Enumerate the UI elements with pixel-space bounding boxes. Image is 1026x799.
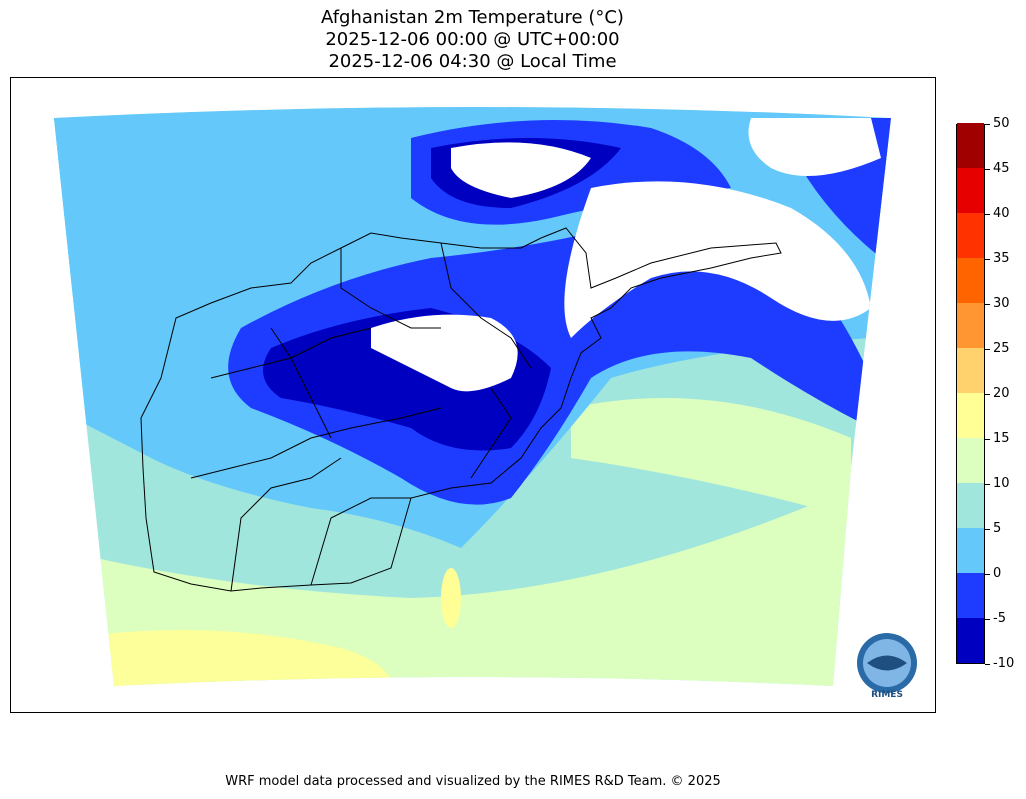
colorbar-label: 50 — [993, 116, 1010, 131]
colorbar-segment — [957, 438, 984, 483]
temperature-field — [54, 107, 891, 686]
colorbar-segment — [957, 123, 984, 168]
colorbar-tick — [985, 574, 990, 575]
colorbar-tick — [985, 259, 990, 260]
title-line-2: 2025-12-06 00:00 @ UTC+00:00 — [325, 29, 620, 50]
rimes-logo-text: RIMES — [871, 690, 903, 700]
colorbar-tick — [985, 664, 990, 665]
colorbar-segment — [957, 483, 984, 528]
colorbar-label: 45 — [993, 161, 1010, 176]
colorbar-tick — [985, 124, 990, 125]
country-border — [140, 227, 782, 592]
colorbar-tick — [985, 619, 990, 620]
colorbar-segment — [957, 393, 984, 438]
temp-below-range-north — [451, 142, 591, 198]
title-line-3: 2025-12-06 04:30 @ Local Time — [328, 51, 617, 72]
colorbar-tick — [985, 169, 990, 170]
province-border — [340, 248, 441, 329]
colorbar-label: 35 — [993, 251, 1010, 266]
rimes-logo: RIMES — [857, 633, 917, 700]
colorbar — [956, 123, 985, 664]
colorbar-label: 30 — [993, 296, 1010, 311]
temp-below-range-east — [564, 181, 871, 338]
colorbar-tick — [985, 394, 990, 395]
province-border — [190, 407, 442, 479]
colorbar-segment — [957, 168, 984, 213]
temp-band-0-5-west — [54, 118, 211, 308]
province-border — [310, 497, 411, 586]
boundaries — [140, 227, 782, 592]
colorbar-label: 20 — [993, 386, 1010, 401]
province-border — [470, 387, 512, 479]
rimes-logo-wave — [867, 655, 907, 671]
colorbar-tick — [985, 304, 990, 305]
colorbar-label: 40 — [993, 206, 1010, 221]
colorbar-segment — [957, 213, 984, 258]
colorbar-tick — [985, 529, 990, 530]
colorbar-segment — [957, 303, 984, 348]
colorbar-segment — [957, 573, 984, 618]
colorbar-label: 25 — [993, 341, 1010, 356]
colorbar-label: -5 — [993, 611, 1006, 626]
colorbar-segment — [957, 258, 984, 303]
colorbar-label: 10 — [993, 476, 1010, 491]
colorbar-segment — [957, 528, 984, 573]
temperature-map: RIMES — [54, 107, 917, 700]
title-line-1: Afghanistan 2m Temperature (°C) — [321, 7, 624, 28]
province-border — [440, 242, 532, 369]
colorbar-tick — [985, 349, 990, 350]
colorbar-label: 5 — [993, 521, 1002, 536]
colorbar-segment — [957, 348, 984, 393]
colorbar-label: -10 — [993, 656, 1015, 671]
colorbar-segment — [957, 618, 984, 663]
temp-band-minus5-0 — [228, 215, 872, 505]
map-frame: RIMES — [10, 77, 936, 713]
temp-band-15-20-patch — [441, 568, 461, 628]
credit-text: WRF model data processed and visualized … — [225, 774, 721, 789]
colorbar-label: 0 — [993, 566, 1002, 581]
colorbar-tick — [985, 214, 990, 215]
temp-band-15-20 — [54, 630, 396, 686]
province-border — [270, 327, 332, 439]
temp-below-range-ne — [748, 118, 881, 176]
temp-below-range-center — [371, 314, 518, 392]
colorbar-tick — [985, 484, 990, 485]
temp-band-10-15-east — [571, 398, 851, 518]
province-border — [230, 457, 342, 592]
colorbar-label: 15 — [993, 431, 1010, 446]
colorbar-tick — [985, 439, 990, 440]
